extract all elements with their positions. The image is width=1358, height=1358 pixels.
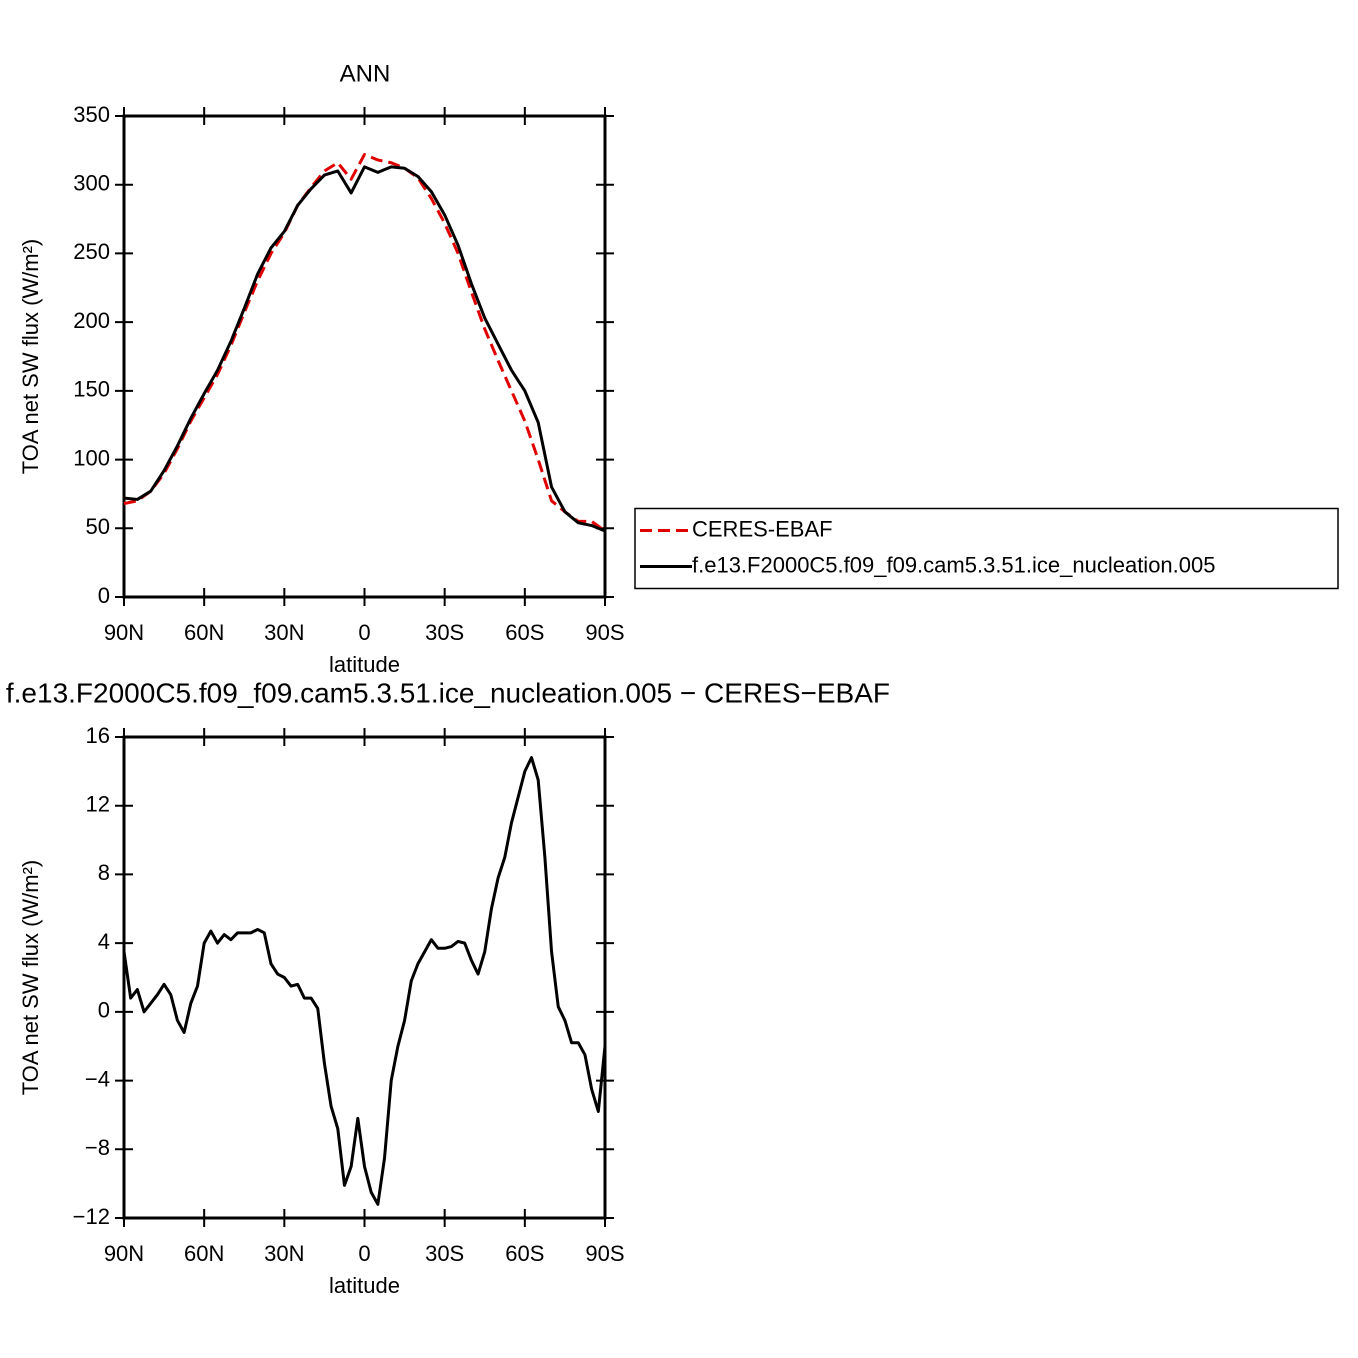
x-tick-label: 60S — [505, 620, 544, 645]
y-tick-label: 300 — [73, 171, 110, 196]
x-axis-title: latitude — [329, 652, 400, 677]
x-tick-label: 90S — [585, 1241, 624, 1266]
x-tick-label: 60S — [505, 1241, 544, 1266]
y-tick-label: −4 — [85, 1066, 110, 1091]
y-tick-label: −8 — [85, 1135, 110, 1160]
y-tick-label: 12 — [86, 792, 110, 817]
x-axis-title: latitude — [329, 1273, 400, 1298]
plot-frame — [122, 735, 607, 1220]
y-tick-label: 16 — [86, 723, 110, 748]
x-tick-label: 30S — [425, 620, 464, 645]
chart-title: f.e13.F2000C5.f09_f09.cam5.3.51.ice_nucl… — [6, 677, 890, 708]
y-tick-label: 350 — [73, 102, 110, 127]
y-tick-label: −12 — [73, 1204, 110, 1229]
data-line — [123, 152, 606, 533]
y-tick-label: 0 — [98, 998, 110, 1023]
y-tick-label: 0 — [98, 583, 110, 608]
y-tick-label: 50 — [86, 514, 110, 539]
legend-label: f.e13.F2000C5.f09_f09.cam5.3.51.ice_nucl… — [692, 552, 1216, 577]
x-tick-label: 0 — [358, 620, 370, 645]
x-tick-label: 30N — [264, 620, 304, 645]
x-tick-label: 90S — [585, 620, 624, 645]
legend-box — [634, 507, 1339, 590]
y-tick-label: 200 — [73, 308, 110, 333]
data-line — [122, 756, 607, 1206]
x-tick-label: 90N — [104, 1241, 144, 1266]
y-tick-label: 8 — [98, 860, 110, 885]
y-axis-title: TOA net SW flux (W/m²) — [18, 239, 43, 475]
x-tick-label: 0 — [358, 1241, 370, 1266]
x-tick-label: 90N — [104, 620, 144, 645]
x-tick-label: 60N — [184, 620, 224, 645]
data-line — [123, 165, 606, 533]
chart-title: ANN — [340, 60, 391, 87]
x-tick-label: 60N — [184, 1241, 224, 1266]
y-tick-label: 150 — [73, 377, 110, 402]
x-tick-label: 30N — [264, 1241, 304, 1266]
y-tick-label: 100 — [73, 445, 110, 470]
y-tick-label: 4 — [98, 929, 110, 954]
y-tick-label: 250 — [73, 239, 110, 264]
y-axis-title: TOA net SW flux (W/m²) — [18, 860, 43, 1096]
legend-label: CERES-EBAF — [692, 516, 833, 541]
x-tick-label: 30S — [425, 1241, 464, 1266]
plot-frame — [122, 114, 607, 599]
